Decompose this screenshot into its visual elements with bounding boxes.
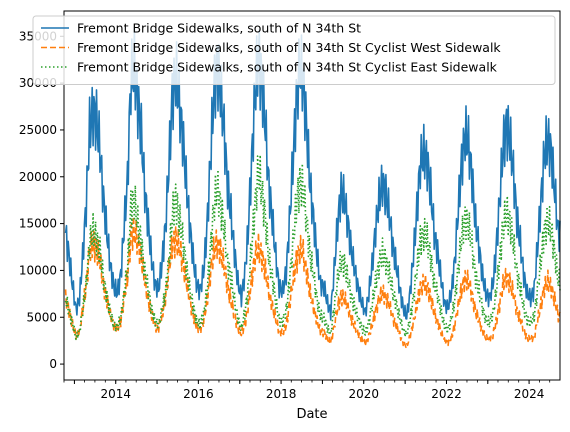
series-line [64,215,561,349]
x-axis-label: Date [296,407,327,422]
x-axis: 2014 2016 2018 2020 2022 2024 [63,380,551,401]
legend[interactable]: Fremont Bridge Sidewalks, south of N 34t… [32,15,556,85]
y-tick-label: 20000 [19,170,57,184]
series-line [64,154,561,341]
x-tick-label: 2020 [348,387,379,401]
x-tick-label: 2018 [266,387,297,401]
legend-label: Fremont Bridge Sidewalks, south of N 34t… [77,40,501,55]
y-tick-label: 25000 [19,123,57,137]
legend-label: Fremont Bridge Sidewalks, south of N 34t… [77,60,498,75]
series-line [64,27,561,321]
y-tick-label: 5000 [26,310,57,324]
y-tick-label: 0 [49,357,57,371]
x-tick-label: 2014 [100,387,131,401]
x-tick-label: 2024 [514,387,545,401]
legend-box [32,15,556,85]
series-layer [64,27,561,349]
y-tick-label: 15000 [19,217,57,231]
x-tick-label: 2022 [431,387,462,401]
legend-label: Fremont Bridge Sidewalks, south of N 34t… [77,21,361,36]
x-tick-label: 2016 [183,387,214,401]
y-tick-label: 10000 [19,263,57,277]
